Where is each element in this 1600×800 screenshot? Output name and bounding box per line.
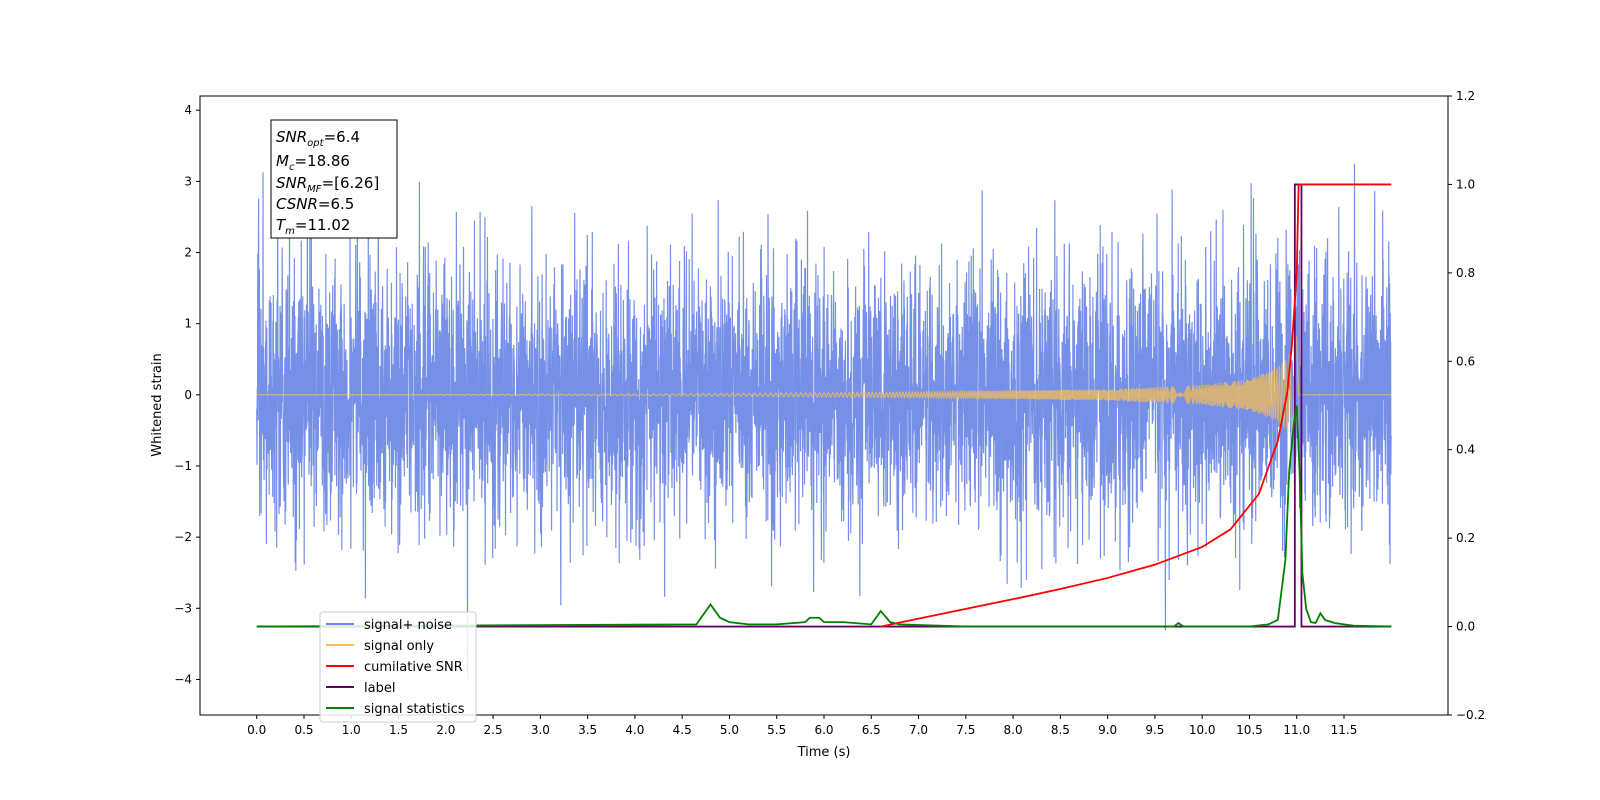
y2-tick-label: 0.6 xyxy=(1456,354,1475,368)
annotation-merger-time: Tm=11.02 xyxy=(276,216,350,237)
x-tick-label: 0.5 xyxy=(294,723,313,737)
x-tick-label: 0.0 xyxy=(247,723,266,737)
x-tick-label: 3.5 xyxy=(578,723,597,737)
x-tick-label: 6.0 xyxy=(814,723,833,737)
x-tick-label: 8.0 xyxy=(1004,723,1023,737)
legend-label-signal-statistics: signal statistics xyxy=(364,702,465,717)
y2-tick-label: 0.8 xyxy=(1456,266,1475,280)
annotation-snr-opt: SNRopt=6.4 xyxy=(276,128,360,149)
legend-label-cumulative-snr: cumilative SNR xyxy=(364,660,463,675)
x-axis-label: Time (s) xyxy=(797,745,851,760)
x-tick-label: 10.0 xyxy=(1189,723,1216,737)
y-tick-label: −4 xyxy=(174,672,192,686)
plot-area xyxy=(256,163,1392,680)
y2-tick-label: 1.0 xyxy=(1456,177,1475,191)
y-tick-label: 3 xyxy=(184,174,192,188)
y2-tick-label: 0.2 xyxy=(1456,531,1475,545)
x-tick-label: 5.0 xyxy=(720,723,739,737)
x-tick-label: 9.5 xyxy=(1145,723,1164,737)
legend-label-signal-only: signal only xyxy=(364,639,434,654)
x-tick-label: 2.0 xyxy=(436,723,455,737)
x-tick-label: 4.5 xyxy=(673,723,692,737)
series-signal-noise xyxy=(256,163,1392,680)
x-tick-label: 11.5 xyxy=(1331,723,1358,737)
series-cumulative-snr xyxy=(880,183,1392,628)
y-tick-label: −1 xyxy=(174,459,192,473)
annotation-snr-mf: SNRMF=[6.26] xyxy=(276,174,379,195)
x-tick-label: 5.5 xyxy=(767,723,786,737)
y2-tick-label: 0.4 xyxy=(1456,443,1475,457)
y-tick-label: 0 xyxy=(184,388,192,402)
x-tick-label: 4.0 xyxy=(625,723,644,737)
legend-label-label: label xyxy=(364,681,395,696)
annotation-csnr: CSNR=6.5 xyxy=(276,195,354,213)
x-tick-label: 7.0 xyxy=(909,723,928,737)
legend: signal+ noise signal only cumilative SNR… xyxy=(319,611,477,723)
x-tick-label: 6.5 xyxy=(862,723,881,737)
y2-tick-label: −0.2 xyxy=(1456,708,1485,722)
y-tick-label: 1 xyxy=(184,317,192,331)
y-tick-label: 2 xyxy=(184,246,192,260)
axis-ticks: 0.0 0.5 1.0 1.5 2.0 2.5 3.0 3.5 4.0 4.5 5.0 5.5 6.0 6… xyxy=(174,89,1485,737)
y-tick-label: 4 xyxy=(184,103,192,117)
legend-frame xyxy=(319,611,477,723)
annotation-frame xyxy=(270,119,398,239)
x-tick-label: 11.0 xyxy=(1283,723,1310,737)
y-tick-label: −2 xyxy=(174,530,192,544)
x-tick-label: 3.0 xyxy=(531,723,550,737)
x-tick-label: 2.5 xyxy=(484,723,503,737)
y2-tick-label: 0.0 xyxy=(1456,620,1475,634)
series-signal-only xyxy=(256,334,1392,439)
x-tick-label: 8.5 xyxy=(1051,723,1070,737)
x-tick-label: 10.5 xyxy=(1236,723,1263,737)
y2-tick-label: 1.2 xyxy=(1456,89,1475,103)
y-axis-label: Whitened strain xyxy=(150,353,165,456)
legend-label-signal-noise: signal+ noise xyxy=(364,618,452,633)
x-tick-label: 1.5 xyxy=(389,723,408,737)
x-tick-label: 1.0 xyxy=(342,723,361,737)
x-tick-label: 9.0 xyxy=(1098,723,1117,737)
series-signal-statistics xyxy=(256,405,1392,628)
annotation-chirp-mass: Mc=18.86 xyxy=(276,152,350,173)
y-tick-label: −3 xyxy=(174,601,192,615)
annotation-box: SNRopt=6.4 Mc=18.86 SNRMF=[6.26] CSNR=6.… xyxy=(270,119,398,239)
x-tick-label: 7.5 xyxy=(956,723,975,737)
